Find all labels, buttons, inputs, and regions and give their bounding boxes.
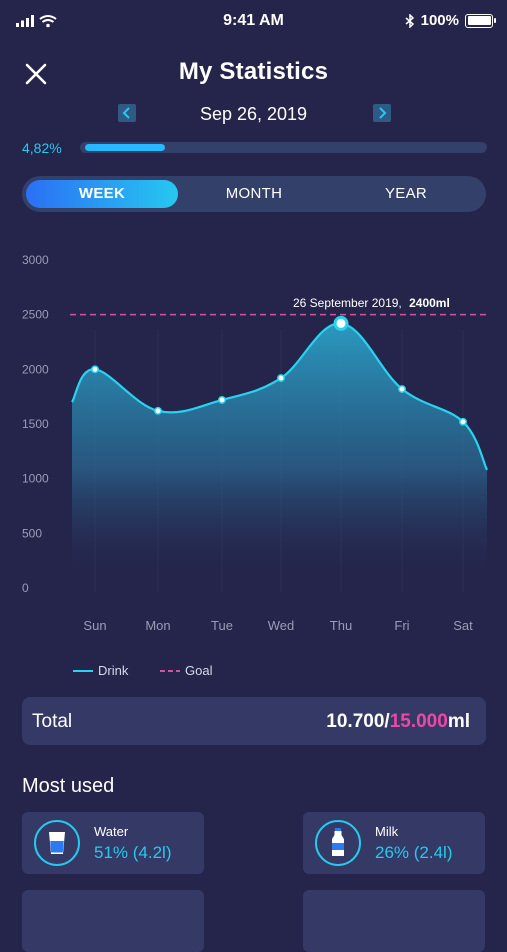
goal-progress: 4,82% xyxy=(22,138,487,158)
drink-share: 51% (4.2l) xyxy=(94,843,172,862)
total-label: Total xyxy=(32,711,73,732)
battery-icon xyxy=(465,13,496,28)
x-tick-label: Sat xyxy=(453,618,473,633)
total-value: 10.700/15.000ml xyxy=(326,711,470,733)
data-point[interactable] xyxy=(91,365,99,374)
current-date: Sep 26, 2019 xyxy=(199,104,308,124)
total-current: 10.700/ xyxy=(326,711,390,732)
y-tick-label: 1000 xyxy=(22,472,49,486)
x-tick-label: Wed xyxy=(268,618,295,633)
annotation-value: 2400ml xyxy=(409,296,450,310)
tab-week[interactable]: WEEK xyxy=(26,180,178,208)
y-tick-label: 500 xyxy=(22,526,42,540)
previous-date-button[interactable] xyxy=(118,104,136,122)
chevron-right-icon xyxy=(379,107,387,119)
y-tick-label: 3000 xyxy=(22,253,49,267)
total-goal: 15.000 xyxy=(389,711,448,732)
milk-bottle-icon xyxy=(315,820,361,866)
close-button[interactable] xyxy=(22,60,50,88)
progress-percent: 4,82% xyxy=(22,140,62,156)
peak-annotation: 26 September 2019, 2400ml xyxy=(293,296,450,310)
drink-card-placeholder[interactable] xyxy=(22,890,204,952)
y-tick-label: 0 xyxy=(22,581,29,595)
data-point[interactable] xyxy=(398,385,406,393)
weekly-drink-chart: 3000 2500 2000 1500 1000 500 0 Sun Mon Tue Wed Thu… xyxy=(22,253,489,678)
progress-fill xyxy=(85,144,166,151)
tab-month[interactable]: MONTH xyxy=(225,185,283,202)
data-point[interactable] xyxy=(154,406,162,415)
page-title: My Statistics xyxy=(178,58,329,85)
annotation-date: 26 September 2019, xyxy=(293,296,402,310)
x-tick-label: Mon xyxy=(145,618,170,633)
drink-share: 26% (2.4l) xyxy=(375,843,453,862)
period-selector: WEEK MONTH YEAR xyxy=(22,176,486,212)
drink-area-fill xyxy=(72,323,487,588)
legend-drink-label: Drink xyxy=(98,663,129,678)
x-tick-label: Sun xyxy=(83,618,106,633)
drink-name: Milk xyxy=(375,824,399,839)
status-bar: 9:41 AM 100% xyxy=(0,0,507,44)
bluetooth-icon xyxy=(405,13,414,28)
close-icon xyxy=(25,63,47,85)
date-navigator: Sep 26, 2019 xyxy=(0,100,507,128)
legend-goal-label: Goal xyxy=(185,663,213,678)
data-point[interactable] xyxy=(277,374,285,383)
tab-year[interactable]: YEAR xyxy=(384,185,428,202)
legend: Drink Goal xyxy=(73,663,213,678)
y-tick-label: 1500 xyxy=(22,417,49,431)
y-tick-label: 2000 xyxy=(22,362,49,376)
y-axis: 3000 2500 2000 1500 1000 500 0 xyxy=(22,253,49,595)
water-glass-icon xyxy=(34,820,80,866)
drink-card-water[interactable]: Water 51% (4.2l) xyxy=(22,812,204,874)
drink-card-placeholder[interactable] xyxy=(303,890,485,952)
progress-track xyxy=(80,142,487,153)
most-used-title: Most used xyxy=(22,775,115,797)
drink-name: Water xyxy=(94,824,129,839)
battery-status: 100% xyxy=(405,12,496,29)
x-tick-label: Tue xyxy=(211,618,233,633)
data-point[interactable] xyxy=(459,417,467,426)
next-date-button[interactable] xyxy=(373,104,391,122)
total-unit: ml xyxy=(447,711,470,732)
x-tick-label: Thu xyxy=(330,618,352,633)
data-point[interactable] xyxy=(218,395,226,404)
y-tick-label: 2500 xyxy=(22,308,49,322)
x-tick-label: Fri xyxy=(394,618,409,633)
status-time: 9:41 AM xyxy=(223,12,284,29)
highlighted-data-point[interactable] xyxy=(333,315,349,331)
total-card: Total 10.700/15.000ml xyxy=(22,697,486,745)
battery-percent: 100% xyxy=(420,12,459,29)
signal-wifi-icon xyxy=(16,15,57,28)
plot-area xyxy=(70,313,489,588)
chevron-left-icon xyxy=(122,107,130,119)
drink-card-milk[interactable]: Milk 26% (2.4l) xyxy=(303,812,485,874)
